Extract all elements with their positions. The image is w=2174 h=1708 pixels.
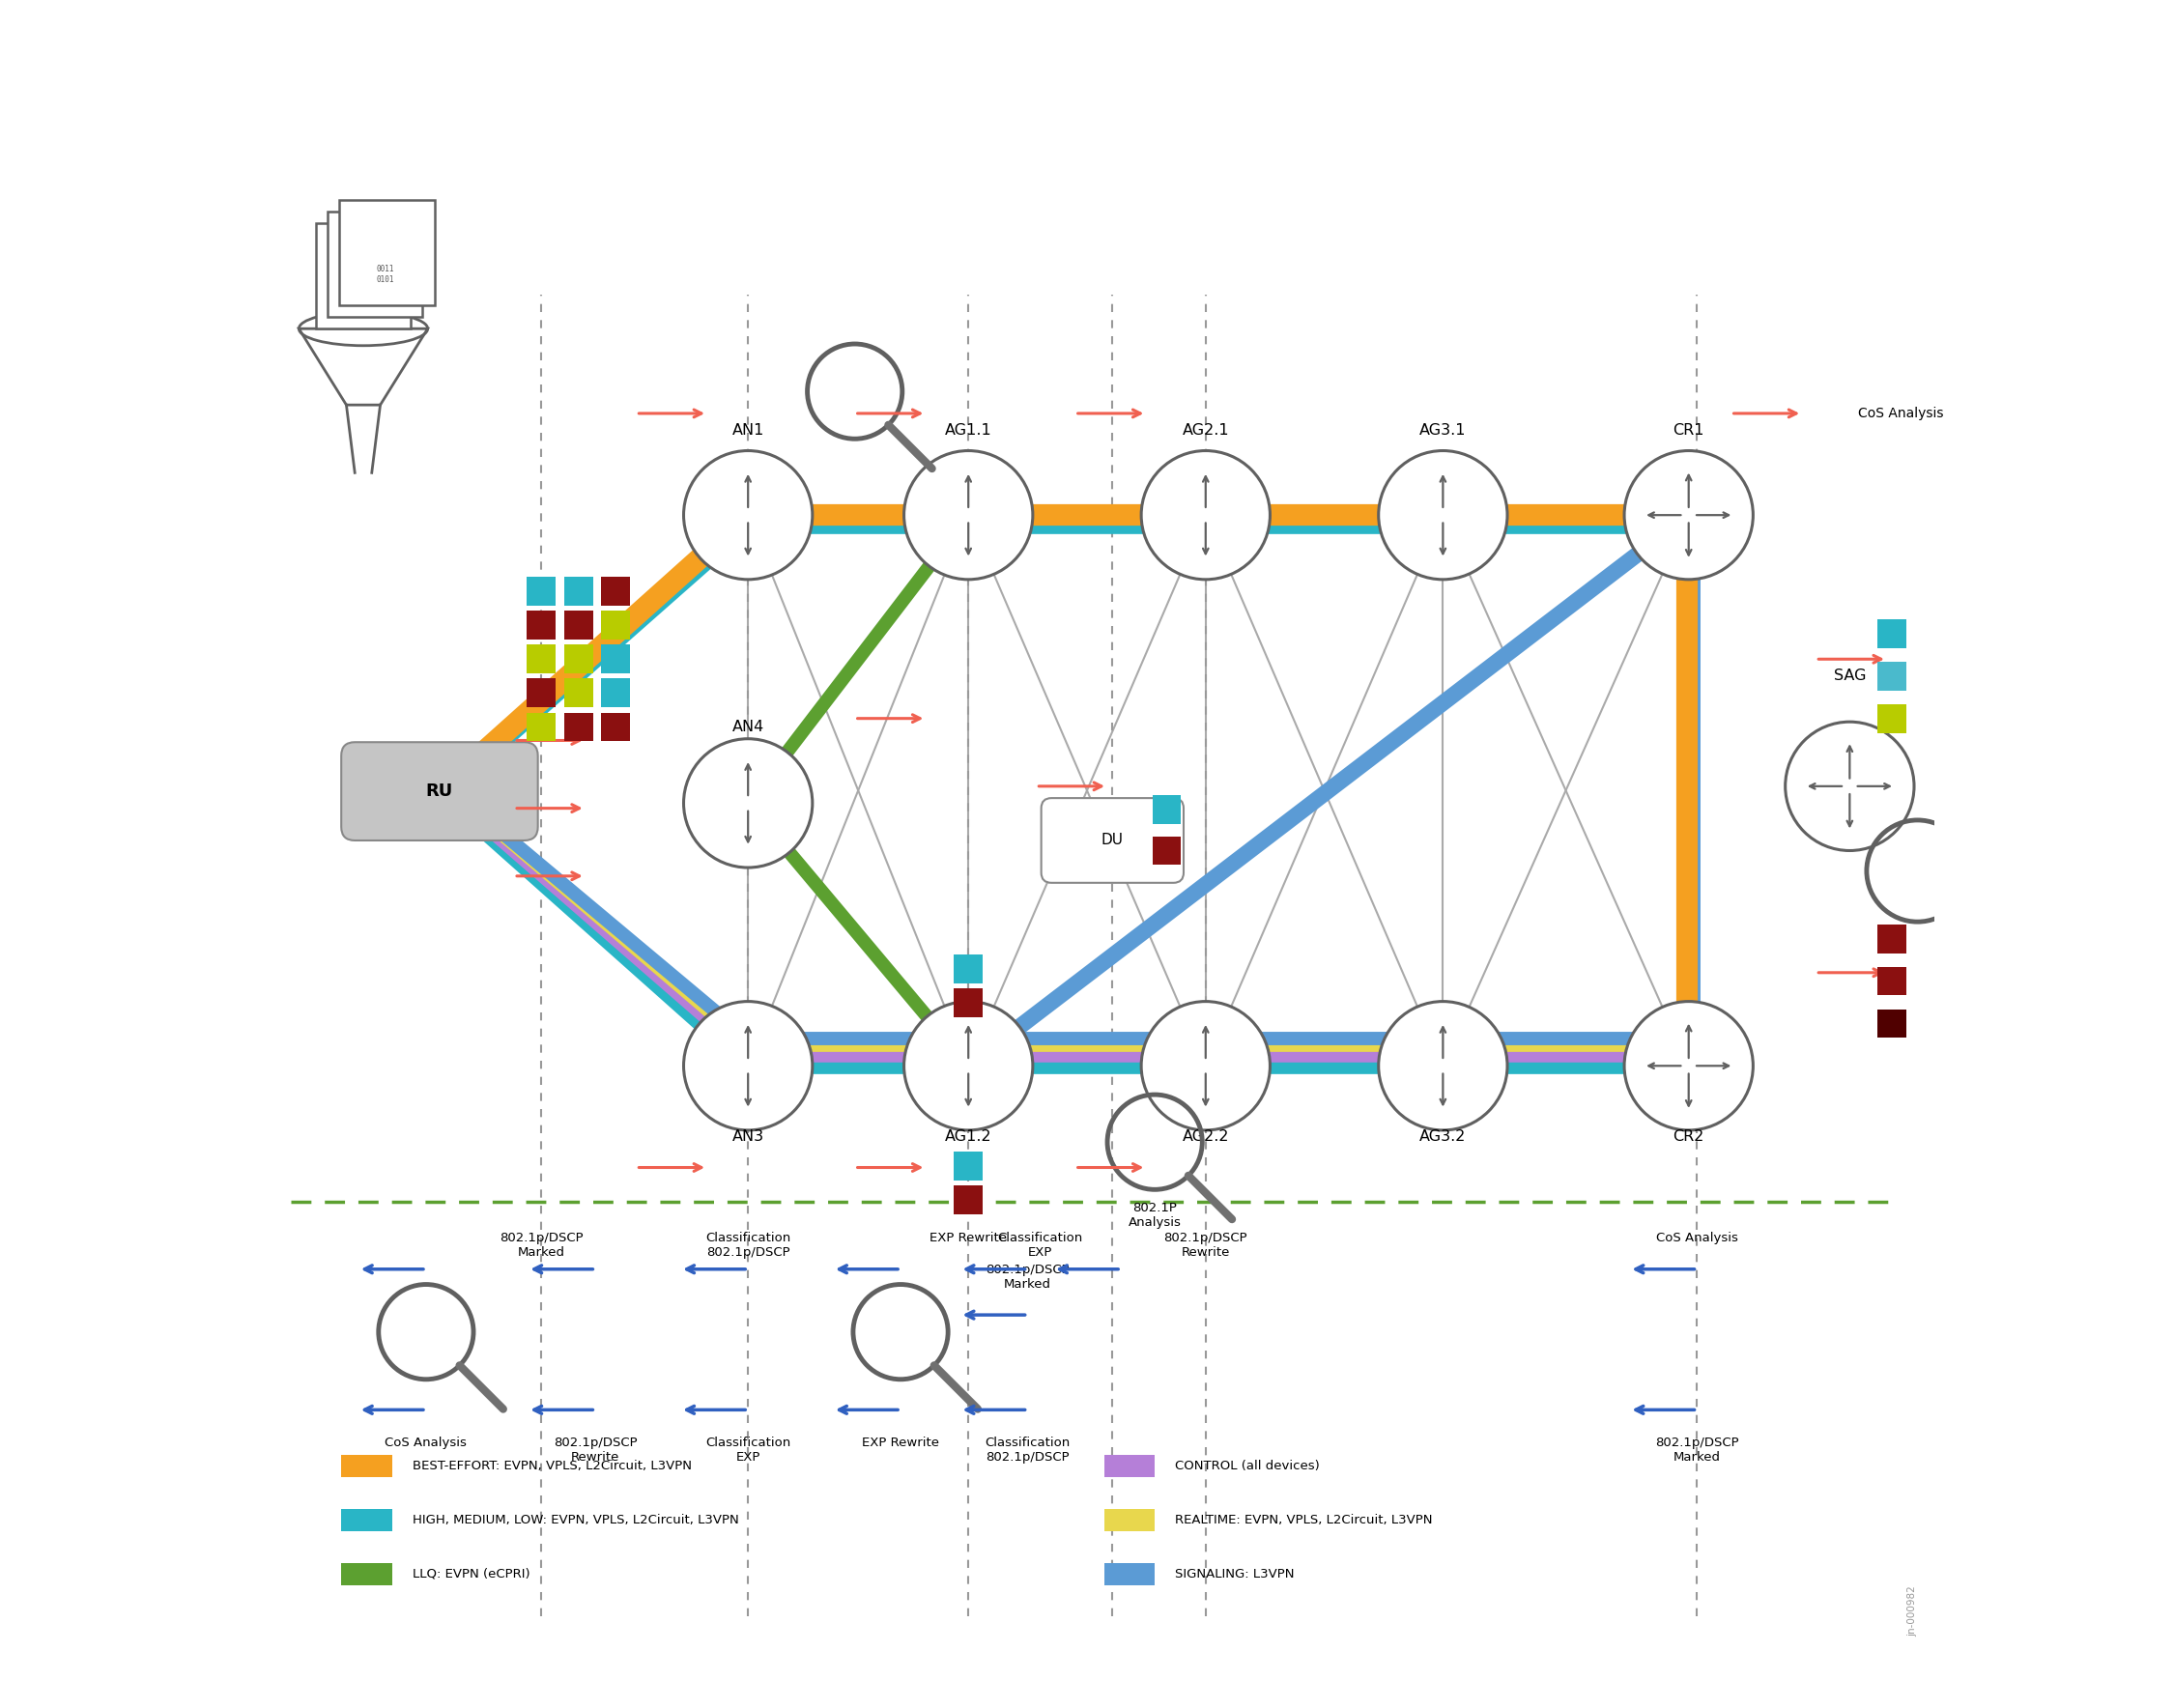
Bar	[1152, 796, 1180, 825]
Circle shape	[904, 1001, 1033, 1131]
Circle shape	[1624, 451, 1752, 579]
Bar	[1878, 967, 1907, 996]
Bar	[954, 1185, 983, 1214]
Text: 802.1p/DSCP
Marked: 802.1p/DSCP Marked	[1654, 1436, 1739, 1464]
Text: AG2.1: AG2.1	[1183, 424, 1228, 437]
FancyBboxPatch shape	[1041, 798, 1183, 883]
Text: AG2.2: AG2.2	[1183, 1129, 1228, 1144]
Text: AN4: AN4	[733, 719, 763, 734]
FancyBboxPatch shape	[339, 200, 435, 306]
Text: EXP Rewrite: EXP Rewrite	[861, 1436, 939, 1450]
Bar	[526, 577, 557, 606]
Bar	[563, 712, 594, 741]
Bar	[341, 1508, 391, 1530]
Bar	[563, 577, 594, 606]
Bar	[341, 1563, 391, 1585]
Text: Classification
802.1p/DSCP: Classification 802.1p/DSCP	[985, 1436, 1070, 1464]
FancyBboxPatch shape	[328, 212, 422, 316]
Text: CR2: CR2	[1674, 1129, 1704, 1144]
Text: AN3: AN3	[733, 1129, 763, 1144]
FancyBboxPatch shape	[315, 224, 411, 328]
Text: Classification
EXP: Classification EXP	[998, 1231, 1083, 1259]
Bar	[563, 644, 594, 673]
Bar	[526, 611, 557, 639]
Text: CR1: CR1	[1674, 424, 1704, 437]
Text: jn-000982: jn-000982	[1909, 1587, 1917, 1636]
Bar	[954, 989, 983, 1018]
Circle shape	[1378, 451, 1507, 579]
Bar	[602, 678, 630, 707]
Text: RU: RU	[426, 782, 452, 799]
Text: AG1.1: AG1.1	[946, 424, 991, 437]
Bar	[1878, 1009, 1907, 1038]
Text: CONTROL (all devices): CONTROL (all devices)	[1176, 1459, 1320, 1472]
Text: CoS Analysis: CoS Analysis	[1657, 1231, 1739, 1245]
Bar	[1104, 1563, 1154, 1585]
Bar	[526, 712, 557, 741]
Text: 802.1p/DSCP
Rewrite: 802.1p/DSCP Rewrite	[1163, 1231, 1248, 1259]
Bar	[1152, 837, 1180, 864]
Circle shape	[1624, 1001, 1752, 1131]
Text: 802.1p/DSCP
Rewrite: 802.1p/DSCP Rewrite	[554, 1436, 637, 1464]
Text: EXP Rewrite: EXP Rewrite	[930, 1231, 1007, 1245]
Bar	[1104, 1455, 1154, 1477]
Text: DU: DU	[1102, 834, 1124, 847]
Text: AG3.1: AG3.1	[1420, 424, 1465, 437]
Text: AG1.2: AG1.2	[946, 1129, 991, 1144]
Bar	[602, 644, 630, 673]
Text: HIGH, MEDIUM, LOW: EVPN, VPLS, L2Circuit, L3VPN: HIGH, MEDIUM, LOW: EVPN, VPLS, L2Circuit…	[413, 1513, 739, 1527]
FancyBboxPatch shape	[341, 743, 537, 840]
Text: 802.1P
Analysis: 802.1P Analysis	[1128, 1201, 1180, 1228]
Text: SAG: SAG	[1833, 670, 1865, 683]
Bar	[526, 678, 557, 707]
Bar	[602, 577, 630, 606]
Text: Classification
802.1p/DSCP: Classification 802.1p/DSCP	[704, 1231, 791, 1259]
Text: Classification
EXP: Classification EXP	[704, 1436, 791, 1464]
Circle shape	[1378, 1001, 1507, 1131]
Circle shape	[1785, 722, 1913, 851]
Bar	[341, 1455, 391, 1477]
Text: CoS Analysis: CoS Analysis	[385, 1436, 467, 1450]
Bar	[1104, 1508, 1154, 1530]
Bar	[563, 678, 594, 707]
Bar	[954, 1151, 983, 1180]
Text: LLQ: EVPN (eCPRI): LLQ: EVPN (eCPRI)	[413, 1568, 530, 1580]
Bar	[1878, 704, 1907, 733]
Bar	[602, 611, 630, 639]
Circle shape	[1141, 1001, 1270, 1131]
Bar	[1878, 924, 1907, 953]
Circle shape	[683, 740, 813, 868]
Text: SIGNALING: L3VPN: SIGNALING: L3VPN	[1176, 1568, 1294, 1580]
Text: 802.1p/DSCP
Marked: 802.1p/DSCP Marked	[500, 1231, 583, 1259]
Bar	[954, 955, 983, 984]
Bar	[563, 611, 594, 639]
Text: CoS Analysis: CoS Analysis	[1859, 407, 1944, 420]
Bar	[602, 712, 630, 741]
Text: AN1: AN1	[733, 424, 763, 437]
Text: BEST-EFFORT: EVPN, VPLS, L2Circuit, L3VPN: BEST-EFFORT: EVPN, VPLS, L2Circuit, L3VP…	[413, 1459, 691, 1472]
Text: AG3.2: AG3.2	[1420, 1129, 1465, 1144]
Circle shape	[904, 451, 1033, 579]
Bar	[1878, 620, 1907, 647]
Text: 0011
0101: 0011 0101	[376, 265, 393, 284]
Circle shape	[683, 451, 813, 579]
Circle shape	[683, 1001, 813, 1131]
Circle shape	[1141, 451, 1270, 579]
Text: REALTIME: EVPN, VPLS, L2Circuit, L3VPN: REALTIME: EVPN, VPLS, L2Circuit, L3VPN	[1176, 1513, 1433, 1527]
Bar	[1878, 661, 1907, 690]
Bar	[526, 644, 557, 673]
Text: 802.1p/DSCP
Marked: 802.1p/DSCP Marked	[985, 1264, 1070, 1291]
